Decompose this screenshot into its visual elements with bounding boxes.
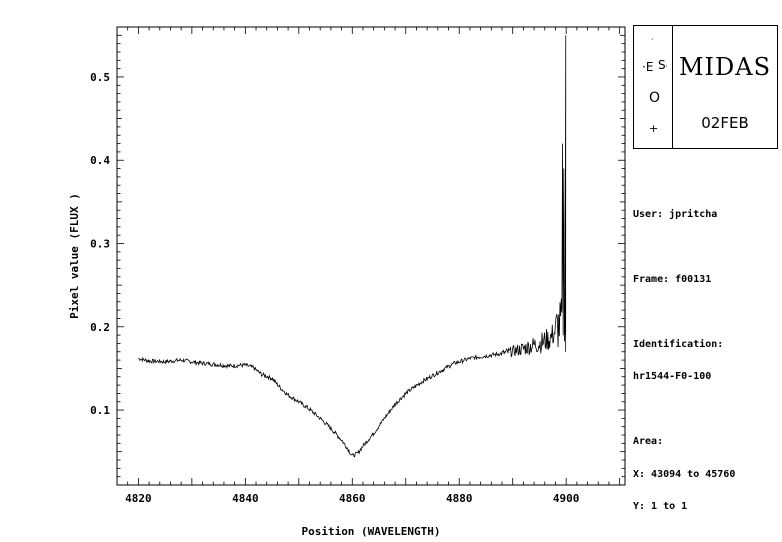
midas-logo-box: · ·E S · O + MIDAS 02FEB (633, 25, 778, 149)
y-tick-label: 0.5 (90, 71, 110, 84)
x-tick-label: 4900 (553, 492, 580, 505)
y-tick-label: 0.1 (90, 404, 110, 417)
area-label: Area: (633, 436, 664, 447)
x-tick-label: 4840 (232, 492, 259, 505)
x-range-label: X: 43094 to 45760 (633, 469, 736, 480)
x-tick-label: 4860 (339, 492, 366, 505)
x-tick-label: 4820 (125, 492, 152, 505)
midas-title: MIDAS (678, 53, 772, 81)
minor-ticks (117, 27, 625, 485)
y-tick-label: 0.4 (90, 154, 110, 167)
y-axis-label: Pixel value (FLUX ) (68, 193, 81, 319)
spectrum-line (138, 35, 567, 458)
frame-label: Frame: f00131 (633, 274, 712, 285)
identification-label: Identification: (633, 339, 724, 350)
y-tick-label: 0.2 (90, 321, 110, 334)
user-label: User: jpritcha (633, 209, 718, 220)
x-tick-label: 4880 (446, 492, 473, 505)
x-axis-label: Position (WAVELENGTH) (301, 525, 440, 538)
y-range-label: Y: 1 to 1 (633, 501, 688, 512)
y-axis-ticks: 0.1 0.2 0.3 0.4 0.5 (90, 71, 110, 417)
midas-title-panel: MIDAS 02FEB (673, 26, 777, 148)
plot-frame (116, 26, 626, 486)
date-label: 02FEB (701, 114, 749, 132)
identification-value: hr1544-F0-100 (633, 371, 712, 382)
x-axis-ticks: 4820 4840 4860 4880 4900 (125, 492, 579, 505)
y-tick-label: 0.3 (90, 238, 110, 251)
eso-logo: · ·E S · O + (634, 26, 673, 148)
